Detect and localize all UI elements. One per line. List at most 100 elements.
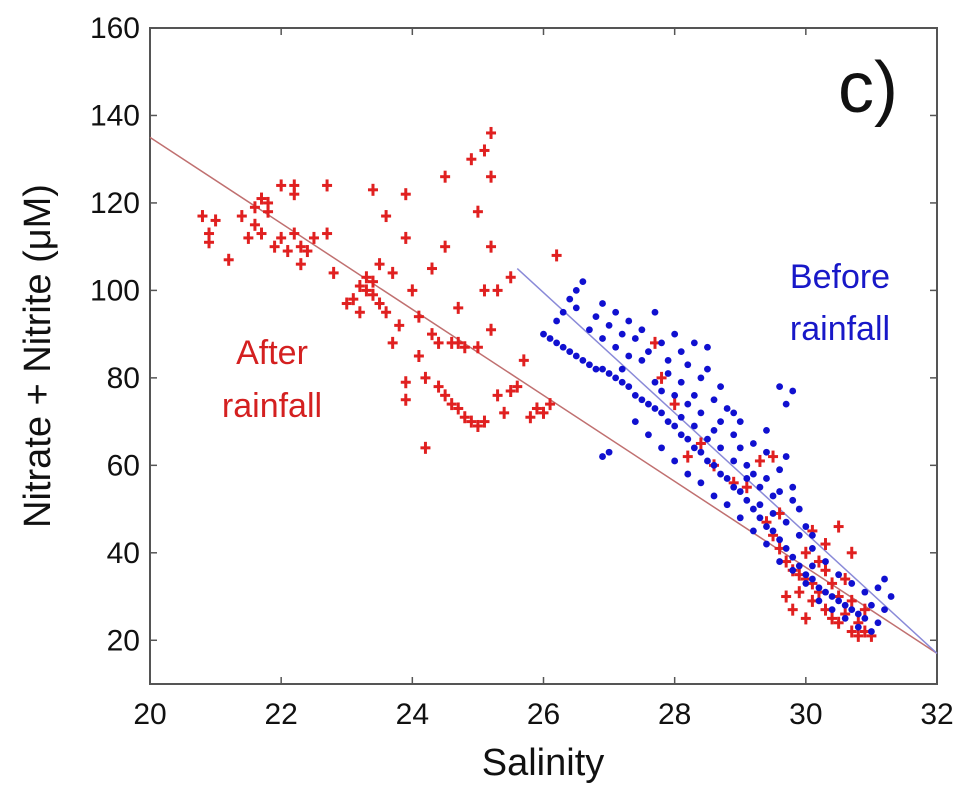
before-rainfall-point [677,378,685,386]
after-rainfall-point [361,271,372,284]
before-rainfall-point [822,558,829,565]
after-rainfall-point [846,625,857,638]
after-rainfall-point [400,231,411,244]
after-rainfall-point [486,170,497,183]
after-rainfall-point [479,144,490,157]
before-rainfall-point [658,409,665,417]
before-rainfall-point [572,304,580,312]
after-rainfall-point [754,454,765,467]
before-rainfall-point [802,571,810,579]
annotation-before-line-1: Before [790,258,890,296]
after-rainfall-point [453,336,464,349]
before-rainfall-point [690,339,698,347]
before-rainfall-point [658,444,665,452]
before-rainfall-point [546,335,554,342]
after-rainfall-point [322,179,333,192]
before-rainfall-point [645,348,652,356]
before-rainfall-point [697,374,705,382]
before-rainfall-point [618,378,626,386]
before-rainfall-point [723,475,731,482]
after-rainfall-point [525,411,536,424]
after-rainfall-point [472,205,483,218]
after-rainfall-point [827,577,838,590]
before-rainfall-point [802,580,810,587]
before-rainfall-point [559,308,567,316]
before-rainfall-point [645,431,652,439]
before-rainfall-point [861,615,869,622]
after-rainfall-point [400,188,411,201]
before-rainfall-point [704,435,711,443]
after-rainfall-point [486,323,497,336]
before-rainfall-point [776,466,783,474]
before-rainfall-point [651,308,659,316]
x-axis-ticks: 20 22 24 26 28 30 32 [133,28,954,731]
after-rainfall-point [328,266,339,279]
after-rainfall-point [453,402,464,415]
after-rainfall-point [499,406,510,419]
before-rainfall-point [841,615,849,622]
after-rainfall-point [354,280,365,293]
before-rainfall-point [710,426,718,434]
before-rainfall-point [638,396,646,404]
panel-label: c) [838,48,898,128]
after-rainfall-point [787,603,798,616]
before-rainfall-point [795,562,803,570]
before-rainfall-point [599,335,606,342]
after-rainfall-point [374,258,385,271]
before-rainfall-point [553,339,561,347]
after-rainfall-point [289,179,300,192]
before-rainfall-point [697,409,705,417]
before-rainfall-point [638,326,646,334]
after-rainfall-point [538,406,549,419]
before-rainfall-point [579,278,587,286]
before-rainfall-point [612,308,620,316]
before-rainfall-point [881,575,888,583]
before-rainfall-point [743,475,751,482]
after-rainfall-point [420,371,431,384]
after-rainfall-point [223,253,234,266]
before-rainfall-point [887,593,895,600]
before-rainfall-point [631,335,639,342]
y-tick-label: 120 [90,187,140,220]
before-rainfall-point [671,422,679,430]
before-rainfall-point [795,505,803,513]
before-rainfall-point [756,501,764,509]
after-rainfall-point [269,240,280,253]
after-rainfall-point [197,210,208,223]
after-rainfall-point [263,205,274,218]
after-rainfall-point [210,214,221,227]
before-rainfall-point [717,383,724,391]
before-rainfall-point [868,601,875,609]
after-rainfall-point [853,629,864,642]
after-rainfall-point [361,284,372,297]
before-rainfall-point [631,418,639,425]
before-rainfall-point [763,448,770,456]
before-rainfall-point [776,383,783,391]
before-rainfall-point [730,409,738,417]
after-rainfall-point [505,271,516,284]
before-rainfall-point [749,470,757,478]
after-rainfall-point [846,546,857,559]
before-rainfall-point [730,483,738,491]
after-rainfall-point [249,201,260,214]
after-rainfall-point [551,249,562,262]
after-rainfall-point [453,301,464,314]
after-rainfall-point [308,231,319,244]
before-rainfall-point [704,365,711,373]
after-rainfall-point [348,293,359,306]
before-rainfall-point [808,562,816,570]
before-rainfall-point [586,361,593,369]
after-rainfall-point [243,231,254,244]
before-rainfall-points [540,278,895,635]
before-rainfall-point [828,593,836,600]
x-tick-label: 24 [396,698,429,731]
before-rainfall-point [710,492,718,500]
before-rainfall-point [848,606,856,614]
before-rainfall-point [789,483,797,491]
y-tick-label: 140 [90,99,140,132]
before-rainfall-point [782,400,790,408]
after-rainfall-point [367,288,378,301]
before-rainfall-point [776,488,783,495]
after-rainfall-point [400,376,411,389]
